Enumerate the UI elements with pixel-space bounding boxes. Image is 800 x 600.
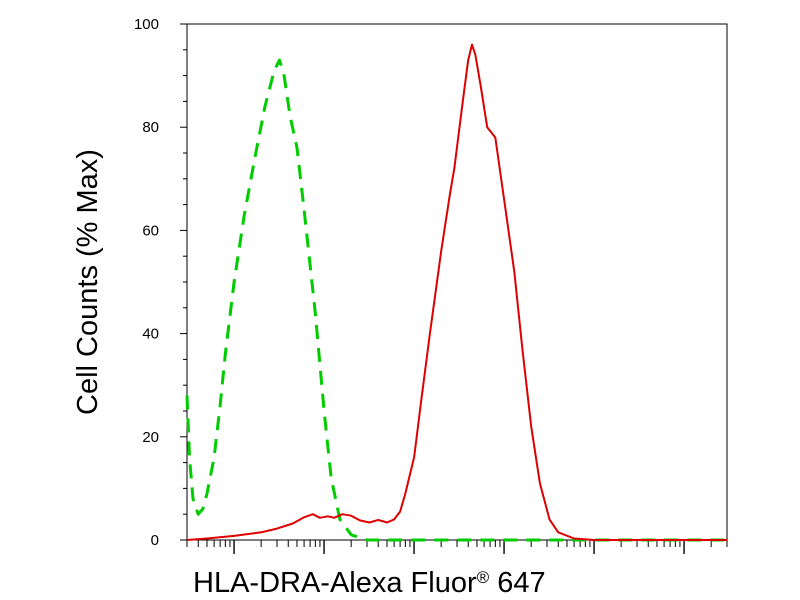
y-tick-label: 40 [142, 326, 159, 343]
series-line-2 [186, 43, 727, 541]
y-axis-title: Cell Counts (% Max) [72, 149, 104, 415]
x-axis-title: HLA-DRA-Alexa Fluor® 647 [193, 567, 546, 599]
y-tick-label: 80 [142, 119, 159, 136]
series-layer [185, 43, 727, 542]
y-axis: 0 20 40 60 80 100 [134, 16, 187, 549]
plot-frame [186, 23, 728, 541]
y-tick-label: 100 [134, 16, 159, 33]
x-axis-title-mark: ® [477, 568, 490, 587]
x-axis-title-main: HLA-DRA-Alexa Fluor [193, 567, 477, 599]
y-tick-label: 20 [142, 429, 159, 446]
y-tick-label: 0 [151, 532, 159, 549]
series-line-1 [185, 58, 727, 542]
y-tick-label: 60 [142, 222, 159, 239]
x-axis-title-suffix: 647 [489, 567, 545, 599]
x-axis [186, 540, 728, 554]
